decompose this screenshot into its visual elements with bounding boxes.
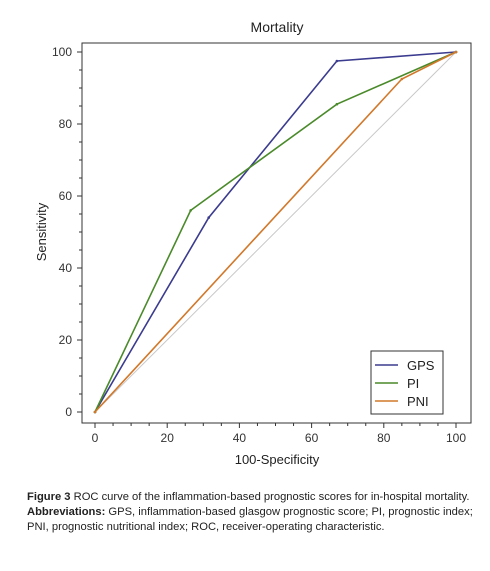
series-point-pni bbox=[400, 77, 404, 81]
abbreviations-description: GPS, inflammation-based glasgow prognost… bbox=[27, 506, 473, 533]
legend-label-pni: PNI bbox=[407, 394, 429, 409]
y-axis-title: Sensitivity bbox=[34, 202, 49, 261]
series-layer bbox=[93, 50, 458, 414]
x-axis-ticks: 0 20 40 60 80 100 bbox=[92, 423, 466, 445]
y-tick-label: 20 bbox=[59, 333, 73, 347]
x-tick-label: 80 bbox=[377, 431, 391, 445]
series-line-gps bbox=[94, 51, 457, 413]
series-point-pni bbox=[454, 50, 458, 54]
series-point-gps bbox=[335, 59, 339, 63]
abbreviations-text: Abbreviations: GPS, inflammation-based g… bbox=[27, 505, 479, 535]
series-point-pni bbox=[93, 410, 97, 414]
figure-caption-text: Figure 3 ROC curve of the inflammation-b… bbox=[27, 490, 479, 505]
y-tick-label: 100 bbox=[52, 45, 72, 59]
x-axis-title: 100-Specificity bbox=[235, 452, 320, 467]
y-tick-label: 0 bbox=[65, 405, 72, 419]
series-point-pi bbox=[189, 209, 192, 212]
x-tick-label: 100 bbox=[446, 431, 466, 445]
series-point-pi bbox=[335, 102, 339, 106]
figure-label: Figure 3 bbox=[27, 491, 71, 503]
y-tick-label: 40 bbox=[59, 261, 73, 275]
plot-frame bbox=[81, 42, 472, 424]
series-point-gps bbox=[207, 216, 211, 219]
x-tick-label: 40 bbox=[233, 431, 247, 445]
chart-title: Mortality bbox=[251, 19, 304, 35]
legend-label-gps: GPS bbox=[407, 358, 435, 373]
figure-caption: Figure 3 ROC curve of the inflammation-b… bbox=[27, 490, 479, 535]
figure-description: ROC curve of the inflammation-based prog… bbox=[70, 491, 470, 503]
x-tick-label: 0 bbox=[92, 431, 99, 445]
abbreviations-label: Abbreviations: bbox=[27, 506, 106, 518]
roc-chart: Mortality 0 20 40 60 80 100 0 20 40 60 80 100 100-… bbox=[34, 19, 472, 467]
legend: GPS PI PNI bbox=[370, 350, 444, 415]
y-tick-label: 60 bbox=[59, 189, 73, 203]
reference-diagonal-line bbox=[94, 51, 457, 413]
y-axis-ticks: 0 20 40 60 80 100 bbox=[52, 45, 82, 419]
legend-label-pi: PI bbox=[407, 376, 419, 391]
series-line-pi bbox=[94, 51, 457, 413]
x-tick-label: 60 bbox=[305, 431, 319, 445]
plot-border bbox=[81, 42, 472, 424]
x-tick-label: 20 bbox=[161, 431, 175, 445]
y-tick-label: 80 bbox=[59, 117, 73, 131]
